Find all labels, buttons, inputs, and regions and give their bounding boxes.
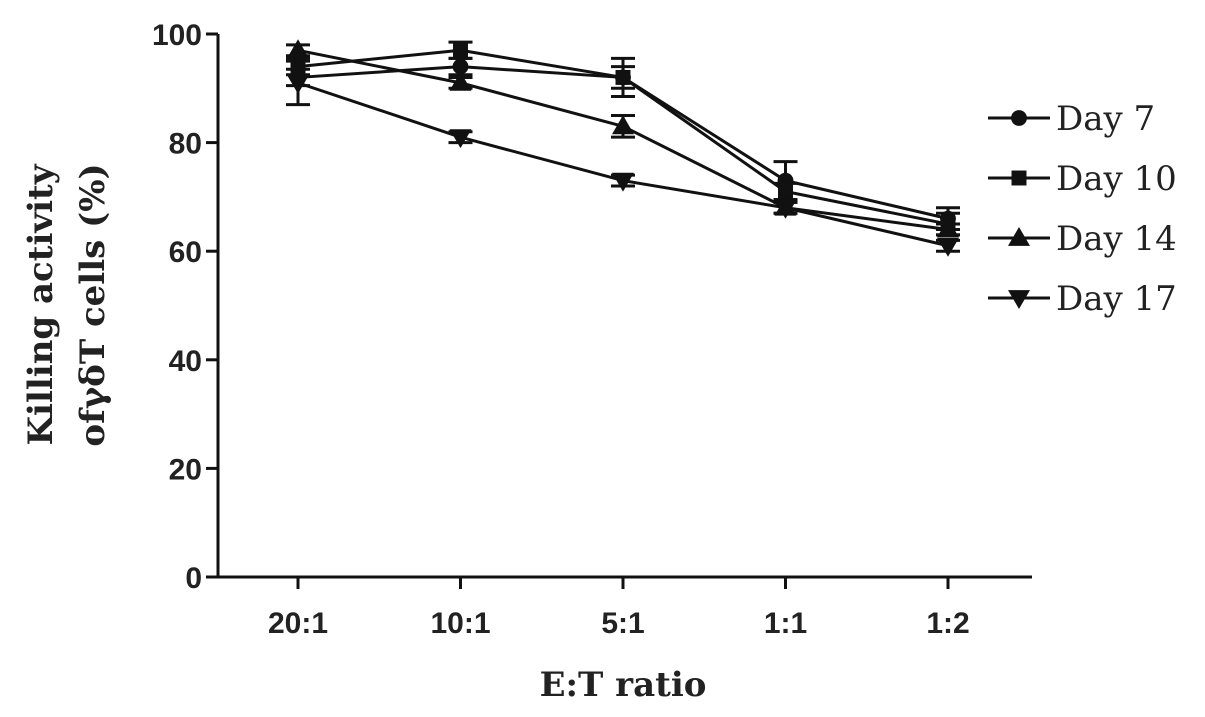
y-tick-label: 100 bbox=[152, 19, 202, 52]
x-tick-label: 20:1 bbox=[268, 607, 328, 640]
legend-item-day-17: Day 17 bbox=[988, 279, 1177, 319]
legend-marker-day-7 bbox=[1011, 110, 1027, 126]
y-axis-title-line-1: Killing activity bbox=[21, 163, 61, 445]
legend-marker-day-14 bbox=[1008, 227, 1030, 246]
data-point-day-14 bbox=[287, 39, 309, 59]
legend-label-day-17: Day 17 bbox=[1056, 279, 1177, 319]
data-point-day-17 bbox=[449, 129, 472, 149]
y-tick-label: 60 bbox=[169, 236, 202, 269]
series-layer bbox=[286, 39, 960, 257]
y-tick-label: 20 bbox=[169, 453, 202, 486]
x-tick-label: 1:2 bbox=[926, 607, 969, 640]
y-axis-title-line-2: ofγδT cells (%) bbox=[73, 163, 113, 446]
data-point-day-17 bbox=[774, 199, 797, 219]
legend-marker-day-10 bbox=[1011, 170, 1027, 186]
legend-marker-day-17 bbox=[1008, 290, 1030, 309]
data-point-day-10 bbox=[778, 183, 793, 199]
y-axis-title: Killing activity ofγδT cells (%) bbox=[21, 163, 113, 446]
data-point-day-17 bbox=[287, 74, 309, 94]
series-day-17 bbox=[286, 59, 960, 257]
legend-item-day-7: Day 7 bbox=[988, 99, 1155, 139]
legend: Day 7 Day 10 Day 14 Day 17 bbox=[988, 99, 1177, 319]
data-point-day-14 bbox=[937, 218, 959, 238]
data-point-day-17 bbox=[612, 172, 634, 192]
legend-item-day-10: Day 10 bbox=[988, 159, 1177, 199]
data-point-day-17 bbox=[937, 237, 959, 257]
y-tick-label: 80 bbox=[169, 128, 202, 161]
x-tick-label: 1:1 bbox=[764, 607, 807, 640]
x-tick-label: 10:1 bbox=[430, 607, 490, 640]
legend-label-day-7: Day 7 bbox=[1056, 99, 1155, 139]
x-tick-label: 5:1 bbox=[601, 607, 644, 640]
legend-label-day-14: Day 14 bbox=[1056, 219, 1177, 259]
y-tick-label: 0 bbox=[185, 562, 202, 595]
axes: 0 20 40 60 80 100 20:1 10:1 5:1 1:1 1:2 bbox=[152, 19, 1032, 640]
legend-item-day-14: Day 14 bbox=[988, 219, 1177, 259]
data-point-day-10 bbox=[453, 42, 468, 58]
data-point-day-14 bbox=[612, 115, 634, 135]
y-tick-label: 40 bbox=[169, 345, 202, 378]
data-point-day-10 bbox=[615, 69, 631, 85]
series-line-day-17 bbox=[297, 81, 949, 248]
x-axis-title: E:T ratio bbox=[540, 665, 707, 705]
data-point-day-7 bbox=[452, 58, 469, 75]
data-point-day-14 bbox=[449, 71, 472, 91]
legend-label-day-10: Day 10 bbox=[1056, 159, 1177, 199]
